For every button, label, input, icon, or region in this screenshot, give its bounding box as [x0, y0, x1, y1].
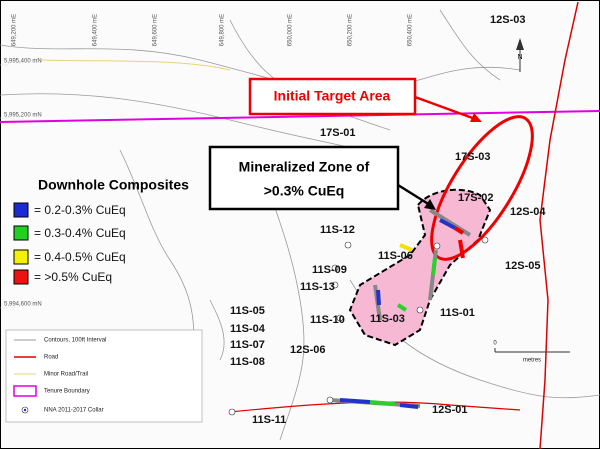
- drill-hole-label: 11S-13: [300, 281, 335, 293]
- drill-hole-label: 12S-05: [505, 260, 540, 272]
- drill-traces: [329, 208, 472, 409]
- legend-item: Minor Road/Trail: [44, 372, 88, 378]
- drill-hole-label: 11S-08: [230, 356, 265, 368]
- drill-hole-label: 11S-11: [252, 414, 286, 426]
- drill-hole-label: 11S-04: [230, 323, 266, 335]
- grid-label: 649,400 mE: [93, 14, 99, 46]
- composites-legend: Downhole Composites = 0.2-0.3% CuEq = 0.…: [13, 177, 189, 285]
- collars: [228, 236, 489, 416]
- drill-hole-label: 11S-09: [312, 264, 347, 276]
- legend-item: = 0.2-0.3% CuEq: [34, 203, 126, 217]
- legend-item: NNA 2011-2017 Collar: [44, 408, 104, 414]
- zone-callout: Mineralized Zone of >0.3% CuEq: [208, 145, 436, 211]
- legend-item: Contours, 100ft Interval: [44, 338, 106, 344]
- grid-label: 5,995,200 mN: [4, 113, 42, 119]
- drill-hole-label: 17S-02: [458, 192, 493, 204]
- north-label: N: [517, 54, 522, 61]
- legend-item: Road: [44, 355, 58, 361]
- scale-bar: 0 metres: [493, 341, 570, 364]
- drill-hole-label: 11S-03: [370, 313, 405, 325]
- target-callout: Initial Target Area: [248, 77, 482, 122]
- north-arrow: N: [516, 38, 524, 72]
- scale-label: metres: [523, 358, 541, 364]
- legend-item: = 0.3-0.4% CuEq: [34, 226, 126, 240]
- drill-hole-label: 17S-01: [320, 127, 355, 139]
- drill-hole-label: 11S-06: [378, 250, 413, 262]
- drill-hole-label: 11S-12: [320, 224, 355, 236]
- grid-label: 650,000 mE: [288, 14, 294, 46]
- grid-label: 5,995,400 mN: [4, 59, 42, 65]
- legend-item: Tenure Boundary: [44, 389, 90, 395]
- legend-item: = 0.4-0.5% CuEq: [34, 250, 126, 264]
- drill-hole-label: 11S-07: [230, 339, 265, 351]
- grid-label: 649,800 mE: [220, 14, 226, 46]
- grid-label: 5,994,600 mN: [4, 302, 42, 308]
- callout-text: >0.3% CuEq: [264, 183, 345, 199]
- callout-text: Mineralized Zone of: [239, 159, 370, 175]
- grid-label: 650,400 mE: [408, 14, 414, 46]
- callout-text: Initial Target Area: [274, 88, 391, 104]
- drill-hole-label: 12S-06: [290, 344, 325, 356]
- tenure-boundary: [0, 110, 600, 123]
- drill-hole-label: 12S-04: [510, 206, 546, 218]
- drill-hole-label: 11S-05: [230, 305, 265, 317]
- legend-title: Downhole Composites: [38, 177, 189, 193]
- legend-item: = >0.5% CuEq: [34, 270, 112, 284]
- drill-hole-label: 11S-01: [440, 307, 475, 319]
- grid-ticks: [0, 64, 8, 309]
- road: [539, 1, 579, 449]
- drill-hole-label: 12S-01: [432, 404, 467, 416]
- drill-hole-label: 12S-03: [490, 14, 525, 26]
- drill-hole-label: 11S-10: [310, 314, 345, 326]
- drill-hole-label: 17S-03: [455, 151, 490, 163]
- grid-label: 650,200 mE: [348, 14, 354, 46]
- target-area: [430, 115, 534, 261]
- grid-label: 649,600 mE: [153, 14, 159, 46]
- trail: [39, 59, 231, 71]
- scale-label: 0: [493, 341, 497, 347]
- grid-label: 649,200 mE: [12, 14, 18, 46]
- labels: 649,200 mE 649,400 mE 649,600 mE 649,800 mE…: [4, 14, 546, 426]
- map-legend: Contours, 100ft Interval Road Minor Road…: [5, 329, 203, 423]
